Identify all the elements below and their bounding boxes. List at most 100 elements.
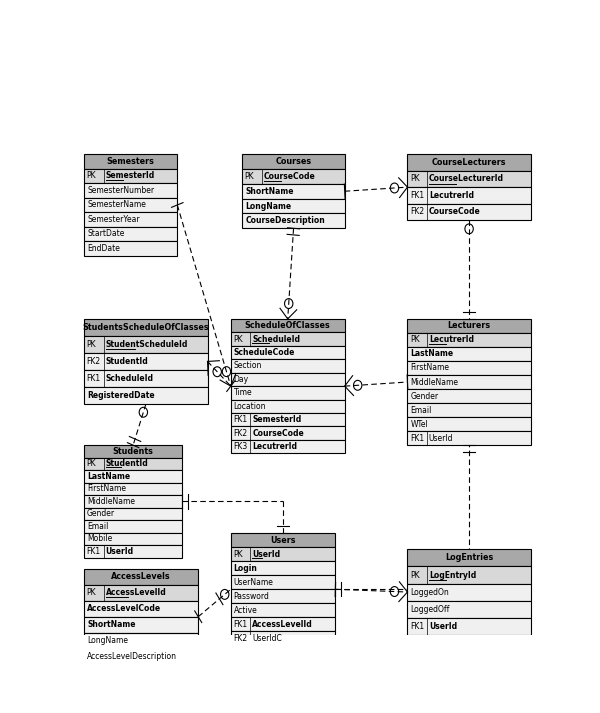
Bar: [84, 212, 178, 227]
Bar: [407, 347, 530, 361]
Text: PK: PK: [233, 334, 243, 344]
Text: LogEntries: LogEntries: [445, 553, 493, 563]
Bar: [231, 332, 345, 346]
Text: AccessLevelId: AccessLevelId: [106, 588, 166, 597]
Text: PK: PK: [86, 459, 96, 468]
Text: SemesterId: SemesterId: [106, 171, 155, 180]
Bar: [407, 389, 530, 403]
Text: FK2: FK2: [86, 357, 101, 366]
Text: UserId: UserId: [106, 547, 134, 556]
Text: StudentScheduleId: StudentScheduleId: [106, 340, 188, 349]
Text: LecutrerId: LecutrerId: [252, 442, 297, 451]
Text: PK: PK: [410, 335, 419, 344]
Text: CourseLecturerId: CourseLecturerId: [429, 175, 504, 183]
Text: Active: Active: [233, 606, 257, 615]
Bar: [231, 547, 335, 561]
Text: AccessLevels: AccessLevels: [112, 573, 171, 581]
Bar: [84, 496, 182, 508]
Bar: [242, 154, 344, 169]
Text: PK: PK: [410, 570, 419, 580]
Bar: [84, 545, 182, 558]
Text: UserName: UserName: [233, 578, 274, 587]
Text: UserIdC: UserIdC: [252, 634, 282, 643]
Bar: [231, 319, 345, 332]
Bar: [84, 241, 178, 256]
Text: UserId: UserId: [252, 550, 280, 558]
Text: Mobile: Mobile: [87, 535, 112, 543]
Text: StudentsScheduleOfClasses: StudentsScheduleOfClasses: [83, 323, 209, 332]
Text: CourseCode: CourseCode: [252, 429, 304, 438]
Text: LongName: LongName: [245, 202, 292, 210]
Text: UserId: UserId: [429, 434, 454, 443]
Bar: [242, 184, 344, 199]
Text: LongName: LongName: [87, 636, 128, 645]
Text: UserId: UserId: [429, 622, 457, 630]
Text: LogEntryId: LogEntryId: [429, 570, 476, 580]
Bar: [84, 585, 198, 601]
Text: Gender: Gender: [87, 510, 115, 518]
Text: Lecturers: Lecturers: [448, 322, 491, 330]
Bar: [231, 413, 345, 426]
Text: MiddleName: MiddleName: [87, 497, 135, 506]
Text: AccessLevelDescription: AccessLevelDescription: [87, 652, 177, 661]
Bar: [84, 617, 198, 632]
Text: FK2: FK2: [233, 634, 247, 643]
Text: StudentId: StudentId: [106, 357, 148, 366]
Text: LecutrerId: LecutrerId: [429, 335, 474, 344]
Bar: [84, 183, 178, 198]
Text: LoggedOn: LoggedOn: [410, 588, 449, 597]
Bar: [407, 617, 530, 635]
Text: FK1: FK1: [410, 191, 424, 200]
Text: StartDate: StartDate: [87, 230, 124, 238]
Bar: [242, 199, 344, 213]
Bar: [242, 169, 344, 184]
Bar: [407, 187, 530, 204]
Text: FK2: FK2: [233, 429, 247, 438]
Bar: [84, 458, 182, 470]
Text: Courses: Courses: [275, 157, 311, 166]
Text: PK: PK: [86, 171, 96, 180]
Text: ScheduleId: ScheduleId: [106, 374, 154, 383]
Text: CourseLecturers: CourseLecturers: [432, 158, 506, 167]
Text: Email: Email: [410, 406, 431, 414]
Bar: [84, 520, 182, 533]
Text: PK: PK: [410, 175, 419, 183]
Text: Password: Password: [233, 592, 269, 601]
Bar: [84, 470, 182, 483]
Text: StudentId: StudentId: [106, 459, 148, 468]
Text: Login: Login: [233, 564, 257, 573]
Text: Students: Students: [113, 447, 154, 456]
Bar: [407, 319, 530, 333]
Bar: [231, 386, 345, 399]
Bar: [84, 154, 178, 169]
Text: LastName: LastName: [87, 472, 130, 481]
Bar: [231, 346, 345, 359]
Text: CourseCode: CourseCode: [264, 172, 316, 181]
Text: EndDate: EndDate: [87, 244, 120, 253]
Text: AccessLevelCode: AccessLevelCode: [87, 604, 161, 613]
Bar: [407, 361, 530, 375]
Text: ScheduleCode: ScheduleCode: [233, 348, 295, 357]
Bar: [407, 550, 530, 567]
Bar: [84, 649, 198, 665]
Text: CourseDescription: CourseDescription: [245, 216, 325, 225]
Bar: [84, 601, 198, 617]
Bar: [84, 445, 182, 458]
Bar: [84, 227, 178, 241]
Text: FK2: FK2: [410, 207, 424, 216]
Text: FK1: FK1: [86, 374, 101, 383]
Bar: [231, 603, 335, 617]
Text: Time: Time: [233, 389, 252, 397]
Bar: [407, 583, 530, 600]
Text: FirstName: FirstName: [87, 484, 126, 493]
Bar: [407, 600, 530, 617]
Bar: [407, 417, 530, 431]
Bar: [84, 198, 178, 212]
Text: LastName: LastName: [410, 349, 454, 359]
Bar: [231, 575, 335, 589]
Text: PK: PK: [86, 588, 96, 597]
Text: PK: PK: [233, 550, 243, 558]
Bar: [84, 483, 182, 496]
Bar: [231, 373, 345, 386]
Text: Email: Email: [87, 522, 109, 531]
